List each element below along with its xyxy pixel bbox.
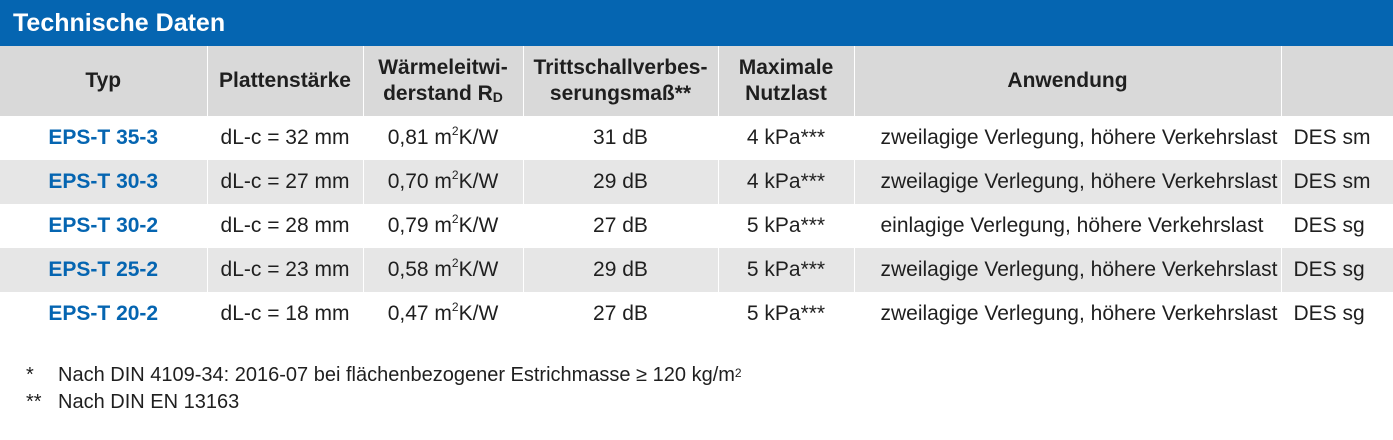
cell-waerme: 0,47 m2K/W <box>363 292 524 336</box>
table-title: Technische Daten <box>0 0 1393 46</box>
cell-des: DES sm <box>1281 115 1393 160</box>
header-nutzlast: Maximale Nutzlast <box>718 46 855 116</box>
header-waerme-line2: derstand R <box>383 81 493 105</box>
table-row: EPS-T 35-3 dL-c = 32 mm 0,81 m2K/W 31 dB… <box>0 115 1393 160</box>
cell-staerke: dL-c = 28 mm <box>207 204 364 248</box>
cell-des: DES sm <box>1293 170 1371 193</box>
cell-waerme-sup: 2 <box>451 212 459 226</box>
footnote-item: ** Nach DIN EN 13163 <box>26 389 742 416</box>
cell-waerme-value: 0,70 m <box>387 170 452 193</box>
table-row: EPS-T 30-2 dL-c = 28 mm 0,79 m2K/W 27 dB… <box>0 204 1393 248</box>
cell-waerme: 0,81 m2K/W <box>363 115 524 160</box>
header-waermeleitwiderstand: Wärmeleitwi- derstand RD <box>363 46 524 116</box>
cell-waerme: 0,70 m2K/W <box>363 160 524 204</box>
header-waerme-subscript: D <box>492 88 503 105</box>
cell-waerme-unit: K/W <box>458 302 499 325</box>
cell-tritt: 31 dB <box>523 115 719 160</box>
cell-staerke: dL-c = 32 mm <box>207 115 364 160</box>
header-tritt-line1: Trittschallverbes- <box>533 55 708 79</box>
cell-typ: EPS-T 35-3 <box>0 115 208 160</box>
cell-waerme: 0,58 m2K/W <box>363 248 524 292</box>
cell-anwendung: zweilagige Verlegung, höhere Verkehrslas… <box>854 160 1282 204</box>
cell-nutzlast: 5 kPa*** <box>718 248 855 292</box>
cell-nutzlast: 5 kPa*** <box>718 204 855 248</box>
header-anwendung: Anwendung <box>854 46 1282 116</box>
header-trittschall: Trittschallverbes- serungsmaß** <box>523 46 719 116</box>
header-nutzlast-line2: Nutzlast <box>745 81 827 105</box>
cell-waerme-unit: K/W <box>458 126 499 150</box>
header-plattenstaerke: Plattenstärke <box>207 46 364 116</box>
footnote-superscript: 2 <box>734 366 742 380</box>
cell-tritt: 29 dB <box>523 160 719 204</box>
cell-waerme-sup: 2 <box>451 256 459 270</box>
cell-tritt: 27 dB <box>523 204 719 248</box>
cell-waerme-sup: 2 <box>451 124 459 139</box>
cell-typ: EPS-T 30-2 <box>0 204 208 248</box>
table-row: EPS-T 20-2 dL-c = 18 mm 0,47 m2K/W 27 dB… <box>0 292 1393 336</box>
header-waerme-line1: Wärmeleitwi- <box>378 55 508 79</box>
cell-waerme-sup: 2 <box>451 300 459 314</box>
table-row: EPS-T 25-2 dL-c = 23 mm 0,58 m2K/W 29 dB… <box>0 248 1393 292</box>
cell-nutzlast: 4 kPa*** <box>718 115 855 160</box>
cell-typ: EPS-T 30-3 <box>0 160 208 204</box>
footnote-item: * Nach DIN 4109-34: 2016-07 bei flächenb… <box>26 362 742 389</box>
cell-nutzlast: 5 kPa*** <box>718 292 855 336</box>
cell-waerme-unit: K/W <box>458 170 499 193</box>
header-tritt-line2: serungsmaß** <box>549 81 692 105</box>
cell-staerke: dL-c = 23 mm <box>207 248 364 292</box>
cell-waerme-sup: 2 <box>451 168 459 182</box>
cell-staerke: dL-c = 27 mm <box>207 160 364 204</box>
cell-anwendung: zweilagige Verlegung, höhere Verkehrslas… <box>854 115 1282 160</box>
cell-des: DES sg <box>1293 302 1365 325</box>
cell-typ: EPS-T 25-2 <box>0 248 208 292</box>
cell-waerme-unit: K/W <box>458 214 499 237</box>
cell-des: DES sg <box>1293 258 1365 281</box>
cell-waerme-value: 0,79 m <box>387 214 452 237</box>
cell-waerme: 0,79 m2K/W <box>363 204 524 248</box>
cell-anwendung: zweilagige Verlegung, höhere Verkehrslas… <box>854 292 1282 336</box>
cell-tritt: 29 dB <box>523 248 719 292</box>
cell-anwendung: zweilagige Verlegung, höhere Verkehrslas… <box>854 248 1282 292</box>
footnotes: * Nach DIN 4109-34: 2016-07 bei flächenb… <box>26 362 742 416</box>
cell-anwendung: einlagige Verlegung, höhere Verkehrslast <box>854 204 1282 248</box>
header-extra <box>1281 46 1393 116</box>
footnote-text: Nach DIN 4109-34: 2016-07 bei flächenbez… <box>58 364 735 386</box>
header-typ: Typ <box>0 46 208 116</box>
footnote-text: Nach DIN EN 13163 <box>58 391 240 413</box>
footnote-mark: * <box>26 364 34 386</box>
technical-data-table-wrapper: Typ Plattenstärke Wärmeleitwi- derstand … <box>0 46 1393 336</box>
table-header-row: Typ Plattenstärke Wärmeleitwi- derstand … <box>0 46 1393 116</box>
header-nutzlast-line1: Maximale <box>738 55 834 79</box>
cell-tritt: 27 dB <box>523 292 719 336</box>
cell-typ: EPS-T 20-2 <box>0 292 208 336</box>
footnote-mark: ** <box>26 391 42 413</box>
cell-waerme-unit: K/W <box>458 258 499 281</box>
cell-waerme-value: 0,81 m <box>387 126 452 150</box>
cell-waerme-value: 0,58 m <box>387 258 452 281</box>
table-row: EPS-T 30-3 dL-c = 27 mm 0,70 m2K/W 29 dB… <box>0 160 1393 204</box>
cell-des: DES sg <box>1293 214 1365 237</box>
cell-staerke: dL-c = 18 mm <box>207 292 364 336</box>
cell-waerme-value: 0,47 m <box>387 302 452 325</box>
cell-nutzlast: 4 kPa*** <box>718 160 855 204</box>
technical-data-table: Typ Plattenstärke Wärmeleitwi- derstand … <box>0 46 1393 336</box>
